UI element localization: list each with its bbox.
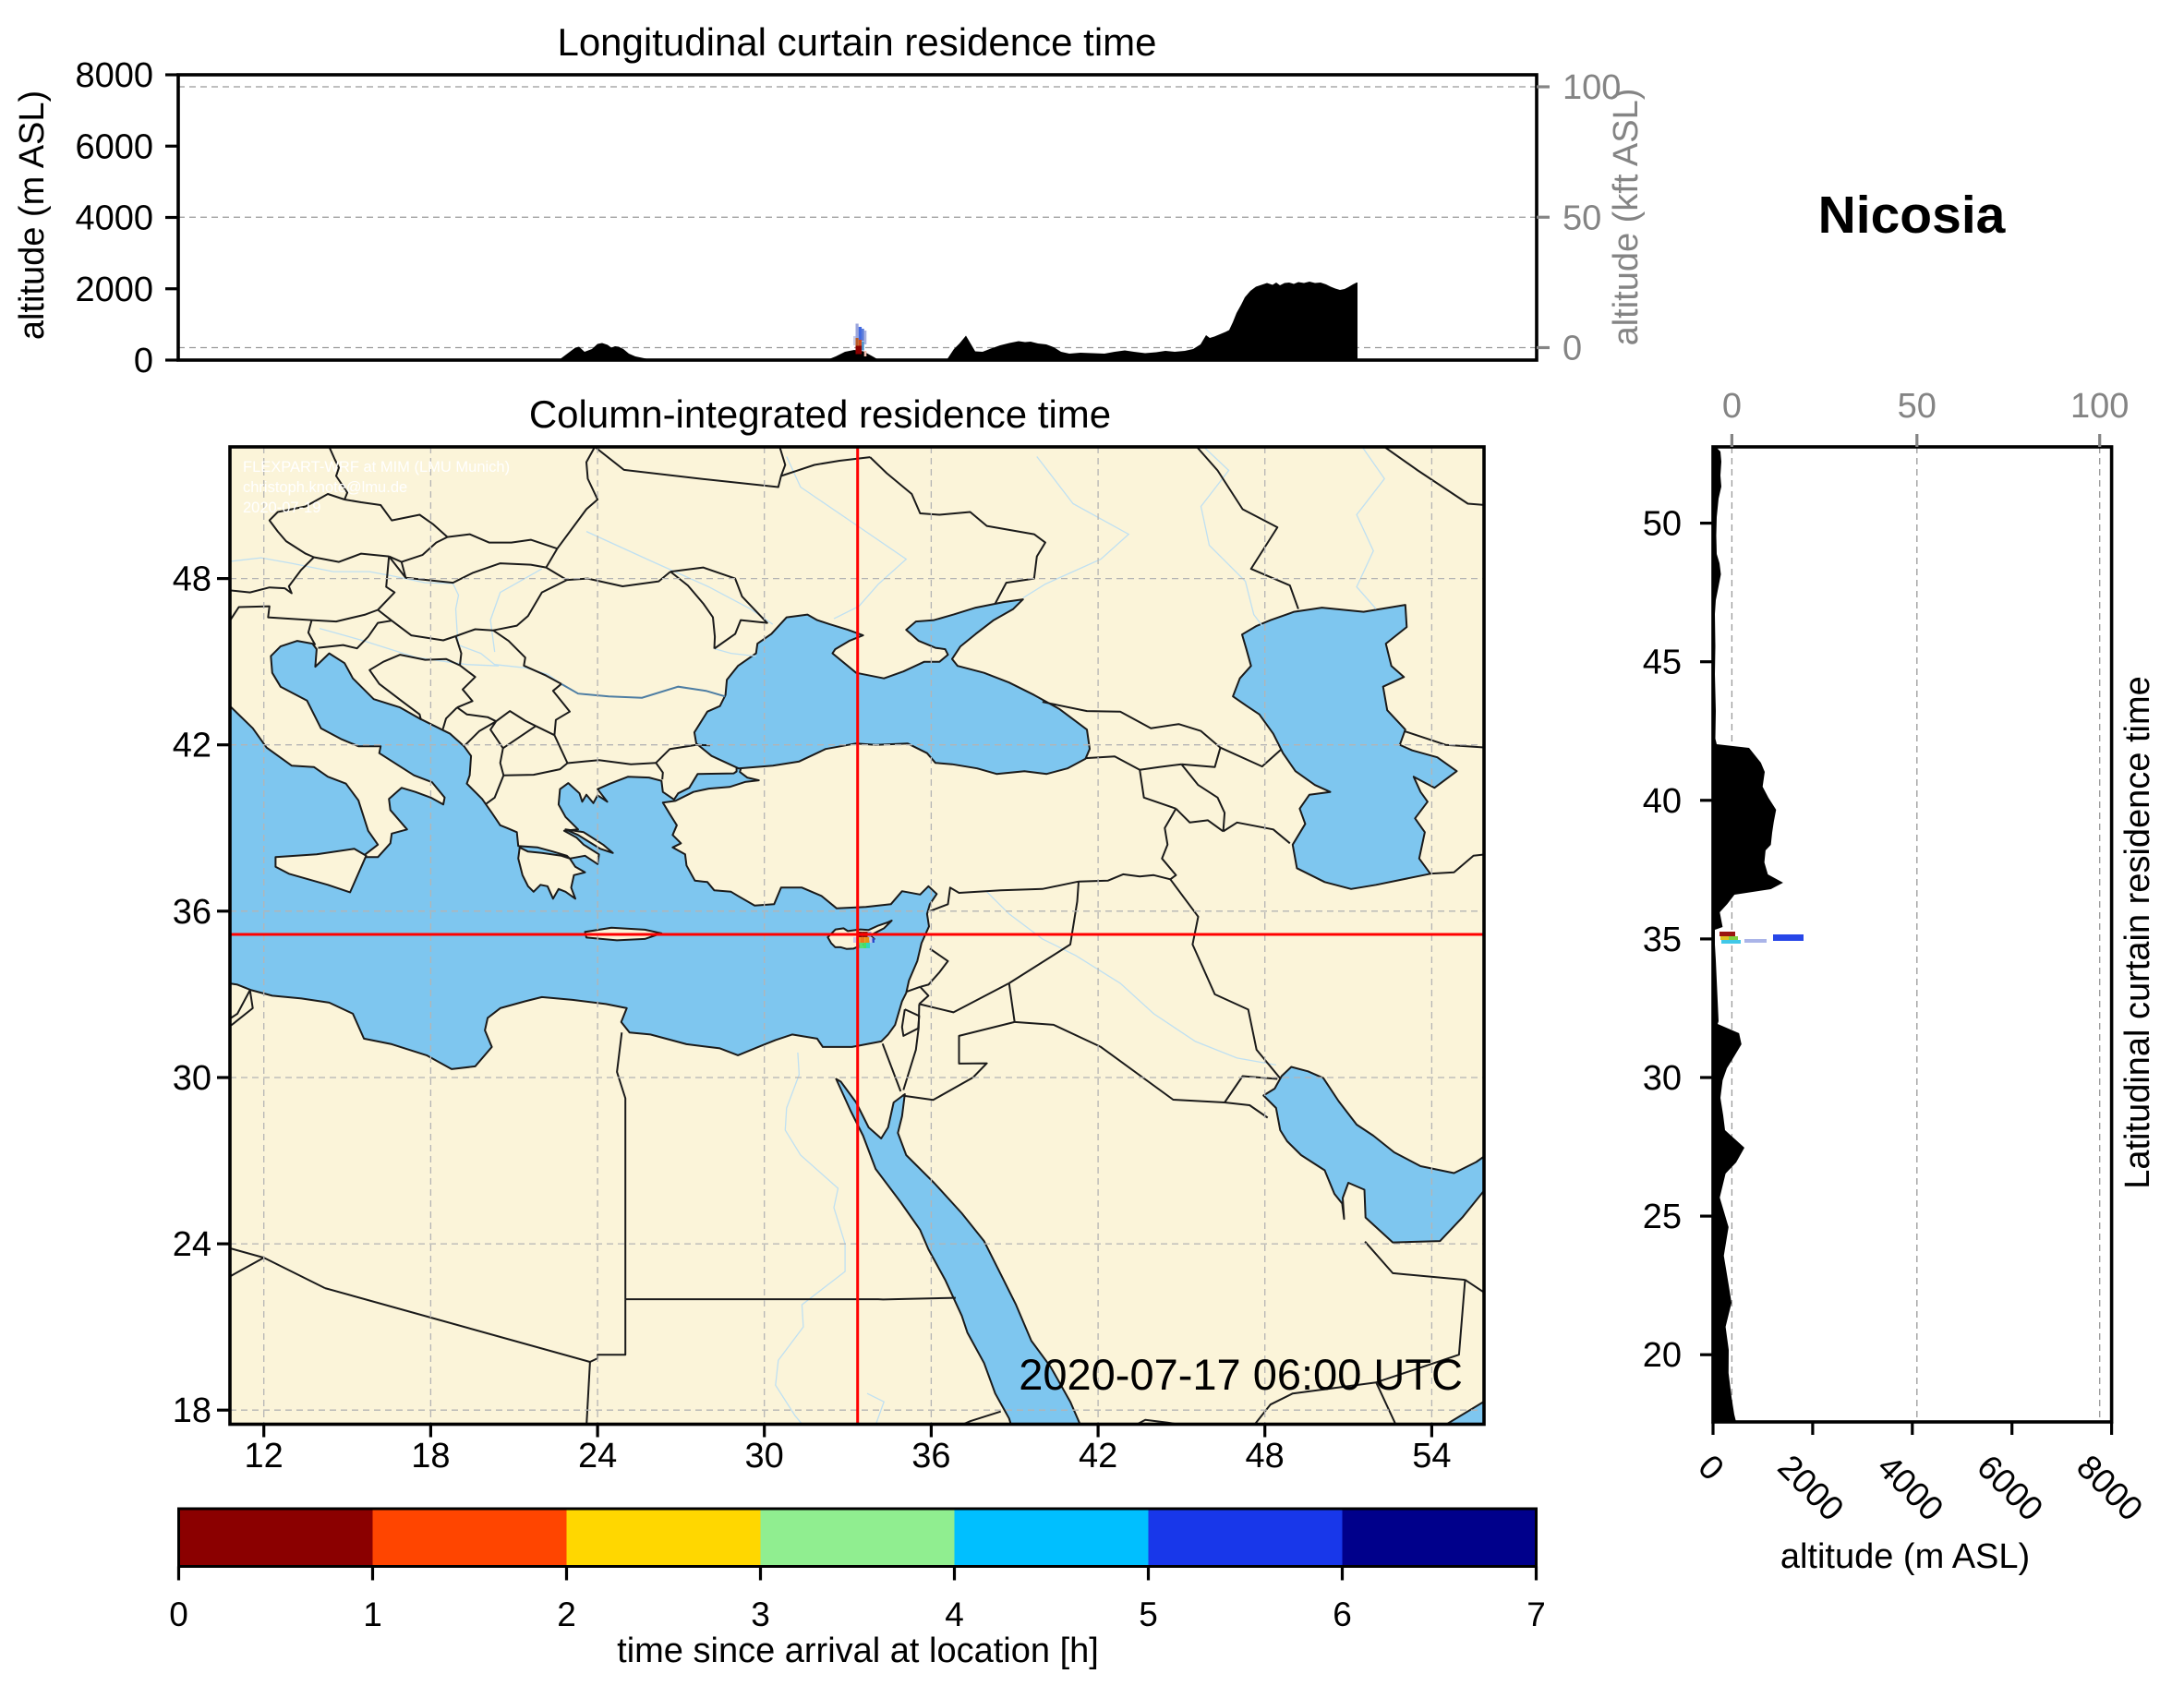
svg-text:Nicosia: Nicosia xyxy=(1818,186,2007,245)
svg-text:36: 36 xyxy=(911,1437,950,1475)
svg-text:3: 3 xyxy=(751,1596,770,1633)
svg-text:6: 6 xyxy=(1333,1596,1352,1633)
svg-text:0: 0 xyxy=(134,342,153,380)
svg-text:Longitudinal curtain residence: Longitudinal curtain residence time xyxy=(557,20,1156,64)
svg-text:altitude (m ASL): altitude (m ASL) xyxy=(13,90,52,340)
svg-text:30: 30 xyxy=(173,1059,211,1098)
svg-text:4000: 4000 xyxy=(75,199,153,238)
svg-text:42: 42 xyxy=(173,727,211,765)
svg-text:2000: 2000 xyxy=(75,271,153,309)
svg-text:8000: 8000 xyxy=(2069,1448,2150,1528)
svg-text:24: 24 xyxy=(173,1225,211,1264)
svg-text:42: 42 xyxy=(1079,1437,1117,1475)
svg-text:4000: 4000 xyxy=(1870,1448,1950,1528)
svg-text:0: 0 xyxy=(1563,330,1582,368)
svg-text:time since arrival at location: time since arrival at location [h] xyxy=(617,1632,1099,1670)
svg-text:18: 18 xyxy=(173,1391,211,1430)
svg-text:2: 2 xyxy=(557,1596,576,1633)
svg-text:18: 18 xyxy=(411,1437,450,1475)
svg-text:2020-07-19: 2020-07-19 xyxy=(243,500,320,516)
svg-text:40: 40 xyxy=(1643,782,1682,821)
svg-text:20: 20 xyxy=(1643,1336,1682,1375)
svg-text:35: 35 xyxy=(1643,921,1682,959)
svg-text:5: 5 xyxy=(1139,1596,1158,1633)
svg-text:2000: 2000 xyxy=(1770,1448,1851,1528)
svg-text:48: 48 xyxy=(1246,1437,1285,1475)
svg-text:altitude (kft ASL): altitude (kft ASL) xyxy=(1607,89,1646,346)
svg-text:4: 4 xyxy=(945,1596,964,1633)
svg-text:30: 30 xyxy=(1643,1059,1682,1098)
svg-text:50: 50 xyxy=(1563,199,1601,237)
svg-text:Latitudinal curtain residence: Latitudinal curtain residence time xyxy=(2118,676,2157,1189)
svg-text:0: 0 xyxy=(1691,1448,1732,1488)
svg-text:7: 7 xyxy=(1526,1596,1546,1633)
svg-text:FLEXPART-WRF at MIM (LMU Munic: FLEXPART-WRF at MIM (LMU Munich) xyxy=(243,459,510,476)
svg-text:24: 24 xyxy=(578,1437,617,1475)
svg-text:8000: 8000 xyxy=(75,56,153,95)
svg-text:1: 1 xyxy=(363,1596,382,1633)
svg-text:0: 0 xyxy=(169,1596,188,1633)
svg-text:Column-integrated residence ti: Column-integrated residence time xyxy=(529,392,1111,436)
svg-text:12: 12 xyxy=(245,1437,284,1475)
svg-text:48: 48 xyxy=(173,560,211,599)
svg-text:6000: 6000 xyxy=(1970,1448,2050,1528)
svg-text:30: 30 xyxy=(745,1437,784,1475)
svg-text:6000: 6000 xyxy=(75,127,153,166)
svg-text:25: 25 xyxy=(1643,1198,1682,1236)
svg-text:0: 0 xyxy=(1722,387,1742,426)
svg-text:100: 100 xyxy=(2070,387,2129,426)
svg-text:50: 50 xyxy=(1898,387,1937,426)
svg-text:2020-07-17 06:00 UTC: 2020-07-17 06:00 UTC xyxy=(1019,1350,1463,1399)
svg-text:50: 50 xyxy=(1643,505,1682,544)
svg-text:altitude (m ASL): altitude (m ASL) xyxy=(1780,1537,2030,1576)
svg-text:100: 100 xyxy=(1563,68,1621,107)
svg-text:christoph.knote@lmu.de: christoph.knote@lmu.de xyxy=(243,479,407,496)
svg-text:45: 45 xyxy=(1643,644,1682,682)
svg-text:54: 54 xyxy=(1412,1437,1451,1475)
svg-text:36: 36 xyxy=(173,893,211,932)
